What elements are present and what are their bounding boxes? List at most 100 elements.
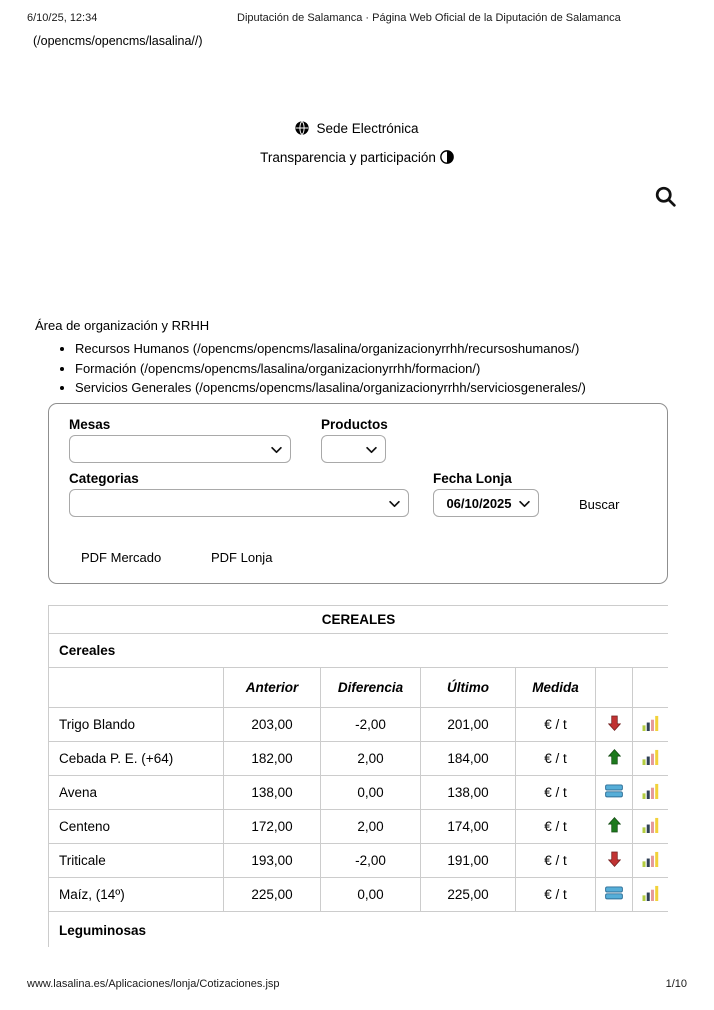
trend-equal-icon — [605, 886, 623, 900]
empty-header-cell — [595, 667, 633, 708]
ultimo-value: 174,00 — [420, 809, 516, 844]
anterior-value: 182,00 — [223, 741, 321, 776]
medida-value: € / t — [515, 707, 596, 742]
trend-down-icon — [607, 851, 621, 867]
diferencia-value: 2,00 — [320, 741, 421, 776]
empty-header-cell — [631, 667, 668, 708]
medida-value: € / t — [515, 843, 596, 878]
bar-chart-icon[interactable] — [642, 749, 659, 765]
footer-page-number: 1/10 — [665, 978, 687, 990]
column-header-row: Anterior Diferencia Último Medida — [48, 667, 668, 708]
lonja-filter-panel: Mesas Productos Categorias Fecha Lonja 0… — [48, 403, 668, 584]
sede-electronica-label: Sede Electrónica — [316, 121, 419, 136]
bar-chart-icon[interactable] — [642, 783, 659, 799]
chart-cell — [631, 775, 668, 810]
trend-up-icon — [607, 749, 621, 765]
chevron-down-icon — [389, 496, 400, 511]
anterior-value: 193,00 — [223, 843, 321, 878]
search-icon[interactable] — [653, 184, 679, 210]
table-row: Centeno 172,00 2,00 174,00 € / t — [48, 809, 668, 844]
bar-chart-icon[interactable] — [642, 715, 659, 731]
cotizaciones-table-wrap: CEREALES Cereales Anterior Diferencia Úl… — [48, 605, 668, 947]
pdf-mercado-link[interactable]: PDF Mercado — [81, 550, 162, 565]
anterior-value: 172,00 — [223, 809, 321, 844]
diferencia-value: 0,00 — [320, 877, 421, 912]
nav-list-item[interactable]: Servicios Generales (/opencms/opencms/la… — [75, 380, 586, 395]
bar-chart-icon[interactable] — [642, 885, 659, 901]
product-name: Avena — [48, 775, 224, 810]
product-name: Maíz, (14º) — [48, 877, 224, 912]
next-section-header: Leguminosas — [48, 911, 668, 947]
trend-cell — [595, 809, 633, 844]
chevron-down-icon — [519, 496, 530, 511]
diferencia-value: 0,00 — [320, 775, 421, 810]
col-anterior: Anterior — [223, 667, 321, 708]
ultimo-value: 225,00 — [420, 877, 516, 912]
nav-list: Recursos Humanos (/opencms/opencms/lasal… — [75, 341, 586, 395]
cotizaciones-table: CEREALES Cereales Anterior Diferencia Úl… — [48, 605, 668, 947]
section-header-row: Leguminosas — [48, 911, 668, 947]
section-header: Cereales — [48, 633, 668, 668]
fecha-lonja-select[interactable]: 06/10/2025 — [433, 489, 539, 517]
chart-cell — [631, 707, 668, 742]
col-diferencia: Diferencia — [320, 667, 421, 708]
transparencia-link[interactable]: Transparencia y participación — [0, 150, 714, 167]
diferencia-value: -2,00 — [320, 707, 421, 742]
contrast-half-circle-icon — [440, 150, 454, 167]
categorias-select[interactable] — [69, 489, 409, 517]
product-name: Cebada P. E. (+64) — [48, 741, 224, 776]
ultimo-value: 138,00 — [420, 775, 516, 810]
categorias-label: Categorias — [69, 471, 139, 486]
medida-value: € / t — [515, 809, 596, 844]
print-document-title: Diputación de Salamanca · Página Web Ofi… — [237, 12, 621, 24]
col-medida: Medida — [515, 667, 596, 708]
nav-area-rrhh: Área de organización y RRHH Recursos Hum… — [35, 318, 586, 400]
trend-cell — [595, 775, 633, 810]
trend-down-icon — [607, 715, 621, 731]
nav-area-title: Área de organización y RRHH — [35, 318, 210, 333]
bar-chart-icon[interactable] — [642, 817, 659, 833]
mesas-select[interactable] — [69, 435, 291, 463]
trend-cell — [595, 707, 633, 742]
medida-value: € / t — [515, 877, 596, 912]
anterior-value: 225,00 — [223, 877, 321, 912]
product-name: Triticale — [48, 843, 224, 878]
transparencia-label: Transparencia y participación — [260, 150, 436, 165]
empty-header-cell — [48, 667, 224, 708]
chevron-down-icon — [271, 442, 282, 457]
print-timestamp: 6/10/25, 12:34 — [27, 12, 98, 24]
medida-value: € / t — [515, 741, 596, 776]
trend-cell — [595, 877, 633, 912]
chart-cell — [631, 809, 668, 844]
buscar-button[interactable]: Buscar — [579, 497, 620, 512]
mesas-label: Mesas — [69, 417, 111, 432]
table-row: Avena 138,00 0,00 138,00 € / t — [48, 775, 668, 810]
chevron-down-icon — [366, 442, 377, 457]
productos-label: Productos — [321, 417, 388, 432]
ultimo-value: 191,00 — [420, 843, 516, 878]
table-row: Trigo Blando 203,00 -2,00 201,00 € / t — [48, 707, 668, 742]
chart-cell — [631, 877, 668, 912]
table-row: Triticale 193,00 -2,00 191,00 € / t — [48, 843, 668, 878]
globe-icon — [295, 121, 310, 138]
table-row: Maíz, (14º) 225,00 0,00 225,00 € / t — [48, 877, 668, 912]
productos-select[interactable] — [321, 435, 386, 463]
section-header-row: Cereales — [48, 633, 668, 668]
nav-list-item[interactable]: Recursos Humanos (/opencms/opencms/lasal… — [75, 341, 586, 356]
bar-chart-icon[interactable] — [642, 851, 659, 867]
medida-value: € / t — [515, 775, 596, 810]
sede-electronica-link[interactable]: Sede Electrónica — [0, 121, 714, 138]
anterior-value: 203,00 — [223, 707, 321, 742]
fecha-lonja-label: Fecha Lonja — [433, 471, 512, 486]
ultimo-value: 184,00 — [420, 741, 516, 776]
col-ultimo: Último — [420, 667, 516, 708]
trend-cell — [595, 741, 633, 776]
home-link[interactable]: (/opencms/opencms/lasalina//) — [33, 34, 203, 48]
table-title-row: CEREALES — [48, 605, 668, 634]
pdf-lonja-link[interactable]: PDF Lonja — [211, 550, 273, 565]
trend-cell — [595, 843, 633, 878]
trend-equal-icon — [605, 784, 623, 798]
product-name: Centeno — [48, 809, 224, 844]
nav-list-item[interactable]: Formación (/opencms/opencms/lasalina/org… — [75, 361, 586, 376]
